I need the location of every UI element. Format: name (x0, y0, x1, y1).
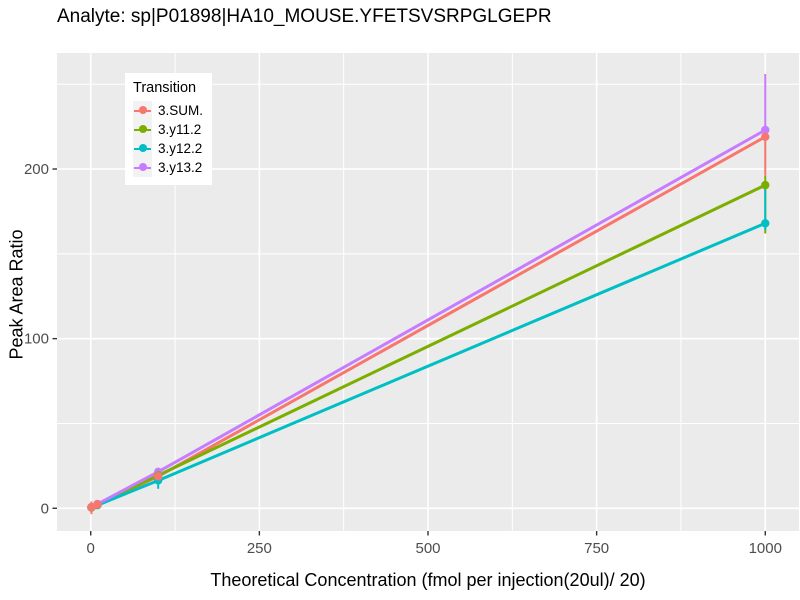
data-point (761, 125, 770, 135)
x-axis-title: Theoretical Concentration (fmol per inje… (210, 570, 646, 590)
legend-entry-y11: 3.y11.2 (133, 120, 203, 139)
x-tick-label: 1000 (749, 540, 782, 557)
legend-label: 3.y13.2 (158, 160, 203, 175)
x-tick-label: 750 (584, 540, 609, 557)
legend-label: 3.SUM. (158, 103, 204, 118)
chart-title: Analyte: sp|P01898|HA10_MOUSE.YFETSVSRPG… (57, 6, 552, 27)
data-point (153, 472, 163, 481)
pointrange-key-icon (133, 101, 152, 120)
y-tick-label: 0 (41, 500, 49, 517)
data-point (761, 180, 770, 190)
data-point (761, 132, 770, 141)
y-tick-label: 200 (24, 161, 49, 178)
legend-title: Transition (133, 80, 197, 96)
legend-entry-y13: 3.y13.2 (133, 158, 203, 177)
x-tick-label: 250 (247, 540, 272, 557)
legend: Transition 3.SUM. 3.y11.2 3.y12.2 3.y13.… (125, 73, 213, 185)
x-tick-label: 0 (87, 540, 95, 557)
data-point (93, 500, 102, 509)
data-point (761, 219, 770, 228)
pointrange-key-icon (133, 120, 152, 139)
legend-label: 3.y12.2 (158, 141, 203, 156)
legend-label: 3.y11.2 (158, 122, 202, 137)
pointrange-key-icon (133, 139, 152, 158)
pointrange-key-icon (133, 158, 152, 177)
y-tick-label: 100 (24, 331, 49, 348)
legend-entry-y12: 3.y12.2 (133, 139, 203, 158)
legend-entry-sum: 3.SUM. (133, 101, 203, 120)
x-tick-label: 500 (415, 540, 440, 557)
